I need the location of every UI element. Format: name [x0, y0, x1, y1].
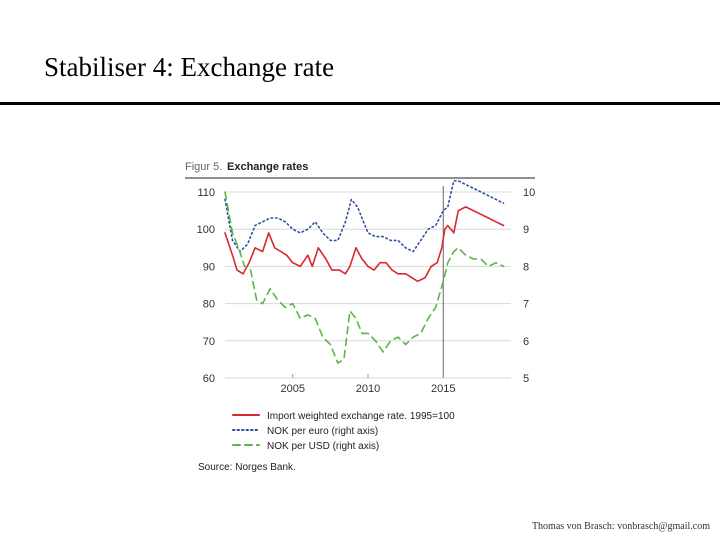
exchange-rates-chart: Figur 5. Exchange rates 60 5 70 6 80 7 90 8 100 9…: [185, 161, 535, 473]
series-layer: [224, 179, 505, 364]
series-line-import-weighted: [224, 206, 505, 283]
left-axis-tick-label: 110: [197, 187, 215, 199]
slide-title: Stabiliser 4: Exchange rate: [44, 52, 335, 82]
right-axis-tick-label: 9: [523, 224, 529, 236]
right-axis-tick-label: 7: [523, 299, 529, 311]
series-line-nok-euro: [224, 179, 505, 253]
legend-label: NOK per euro (right axis): [267, 426, 378, 437]
right-axis-tick-label: 8: [523, 261, 529, 273]
left-axis-tick-label: 60: [203, 373, 215, 385]
left-axis-tick-label: 90: [203, 261, 215, 273]
footer-contact: Thomas von Brasch: vonbrasch@gmail.com: [531, 521, 710, 532]
chart-panel: Figur 5. Exchange rates 60 5 70 6 80 7 90 8 100 9…: [185, 150, 535, 480]
legend-label: Import weighted exchange rate. 1995=100: [267, 411, 455, 422]
left-axis-tick-label: 70: [203, 336, 215, 348]
x-axis-tick-label: 2005: [280, 383, 304, 395]
right-axis-tick-label: 6: [523, 336, 529, 348]
right-axis-tick-label: 10: [523, 187, 535, 199]
left-axis-tick-label: 100: [197, 224, 215, 236]
x-axis-tick-label: 2015: [431, 383, 455, 395]
series-line-nok-usd: [224, 191, 505, 364]
chart-source: Source: Norges Bank.: [198, 462, 296, 473]
left-axis-tick-label: 80: [203, 299, 215, 311]
legend-label: NOK per USD (right axis): [267, 441, 379, 452]
title-divider: [0, 102, 720, 105]
right-axis-tick-label: 5: [523, 373, 529, 385]
chart-title: Exchange rates: [227, 161, 308, 173]
x-axis-tick-label: 2010: [356, 383, 380, 395]
figure-label: Figur 5.: [185, 161, 222, 173]
tick-layer: 60 5 70 6 80 7 90 8 100 9 110 10 2005 2010 2015: [197, 187, 535, 395]
legend: Import weighted exchange rate. 1995=100 N…: [232, 411, 455, 452]
